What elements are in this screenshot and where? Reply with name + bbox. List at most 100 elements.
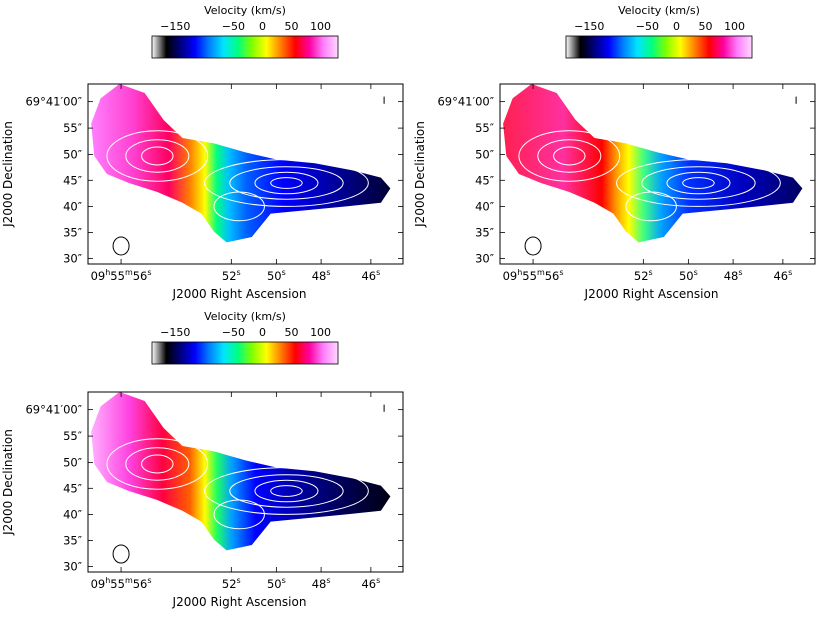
y-tick-label: 45″ <box>63 481 83 495</box>
x-axis-label: J2000 Right Ascension <box>172 595 307 609</box>
colorbar-gradient <box>151 35 339 59</box>
contour-line <box>125 139 190 173</box>
colorbar-tick-label: 100 <box>310 20 331 33</box>
x-axis-label: J2000 Right Ascension <box>584 287 719 301</box>
colorbar-tick-label: 0 <box>259 20 266 33</box>
x-axis: 09h55m56s 52s 50s 48s 46s J2000 Right Ascensi… <box>91 392 380 609</box>
x-tick-label: 09h55m56s <box>503 268 564 283</box>
contour-line <box>125 447 190 481</box>
contour-line <box>625 191 677 222</box>
y-tick-label: 30″ <box>63 560 83 574</box>
colorbar-tick-label: −50 <box>222 20 245 33</box>
y-tick-label: 69°41′00″ <box>437 95 494 109</box>
y-tick-label: 55″ <box>475 121 495 135</box>
y-tick-label: 45″ <box>63 173 83 187</box>
colorbar-tick-label: 50 <box>285 20 299 33</box>
colorbar-tick-label: 50 <box>285 326 299 339</box>
colorbar: Velocity (km/s) −150 −50 0 50 100 <box>151 4 339 59</box>
x-axis: 09h55m56s 52s 50s 48s 46s J2000 Right Ascensi… <box>91 84 380 301</box>
colorbar-title: Velocity (km/s) <box>618 4 700 17</box>
x-tick-label: 50s <box>267 576 286 591</box>
contour-line <box>213 191 265 222</box>
contour-line <box>204 467 369 515</box>
contour-line <box>553 146 586 166</box>
y-axis-label: J2000 Declination <box>1 121 15 228</box>
y-tick-label: 30″ <box>63 252 83 266</box>
contour-line <box>106 438 209 490</box>
colorbar-tick-label: 0 <box>673 20 680 33</box>
contour-line <box>518 130 621 182</box>
y-tick-label: 35″ <box>475 226 495 240</box>
y-tick-label: 50″ <box>475 148 495 162</box>
y-tick-label: 50″ <box>63 456 83 470</box>
colorbar-tick-label: −50 <box>222 326 245 339</box>
colorbar-tick-label: 50 <box>699 20 713 33</box>
y-tick-label: 69°41′00″ <box>25 95 82 109</box>
contour-line <box>229 166 344 200</box>
beam-ellipse <box>112 236 130 256</box>
colorbar: Velocity (km/s) −150 −50 0 50 100 <box>151 310 339 365</box>
panel-2: Velocity (km/s) −150 −50 0 50 100 09h55m56s 52s… <box>413 4 816 301</box>
x-axis: 09h55m56s 52s 50s 48s 46s J2000 Right Ascensi… <box>503 84 792 301</box>
plot-frame <box>87 83 404 265</box>
x-tick-label: 46s <box>361 576 380 591</box>
intensity-contours <box>518 130 781 222</box>
contour-line <box>254 479 319 503</box>
y-tick-label: 50″ <box>63 148 83 162</box>
x-axis-label: J2000 Right Ascension <box>172 287 307 301</box>
colorbar-gradient <box>565 35 753 59</box>
intensity-contours <box>106 438 369 530</box>
y-axis: 69°41′00″ 55″ 50″ 45″ 40″ 35″ 30″ J2000 Declina… <box>1 403 403 574</box>
velocity-map <box>87 83 404 265</box>
colorbar-title: Velocity (km/s) <box>204 310 286 323</box>
x-tick-label: 09h55m56s <box>91 576 152 591</box>
contour-line <box>682 177 715 189</box>
colorbar-tick-label: −50 <box>636 20 659 33</box>
colorbar-title: Velocity (km/s) <box>204 4 286 17</box>
y-axis-label: J2000 Declination <box>413 121 427 228</box>
intensity-contours <box>106 130 369 222</box>
contour-line <box>270 177 303 189</box>
y-tick-label: 69°41′00″ <box>25 403 82 417</box>
beam-ellipse <box>524 236 542 256</box>
colorbar: Velocity (km/s) −150 −50 0 50 100 <box>565 4 753 59</box>
panel-1: Velocity (km/s) −150 −50 0 50 100 09h55m56s 52s… <box>1 4 404 301</box>
x-tick-label: 52s <box>222 268 241 283</box>
contour-line <box>213 499 265 530</box>
y-tick-label: 30″ <box>475 252 495 266</box>
contour-line <box>641 166 756 200</box>
contour-line <box>254 171 319 195</box>
contour-line <box>141 146 174 166</box>
x-tick-label: 52s <box>634 268 653 283</box>
colorbar-tick-label: 0 <box>259 326 266 339</box>
y-tick-label: 40″ <box>475 199 495 213</box>
x-tick-label: 48s <box>724 268 743 283</box>
y-tick-label: 35″ <box>63 226 83 240</box>
plot-frame <box>87 391 404 573</box>
x-tick-label: 50s <box>679 268 698 283</box>
y-tick-label: 45″ <box>475 173 495 187</box>
x-tick-label: 50s <box>267 268 286 283</box>
y-tick-label: 40″ <box>63 199 83 213</box>
velocity-map <box>499 83 816 265</box>
x-tick-label: 09h55m56s <box>91 268 152 283</box>
y-axis: 69°41′00″ 55″ 50″ 45″ 40″ 35″ 30″ J2000 Declina… <box>413 95 815 266</box>
contour-line <box>537 139 602 173</box>
y-axis-label: J2000 Declination <box>1 429 15 536</box>
contour-line <box>666 171 731 195</box>
velocity-map <box>87 391 404 573</box>
contour-line <box>229 474 344 508</box>
contour-line <box>204 159 369 207</box>
plot-frame <box>499 83 816 265</box>
contour-line <box>616 159 781 207</box>
contour-line <box>141 454 174 474</box>
colorbar-tick-label: −150 <box>160 20 190 33</box>
x-tick-label: 52s <box>222 576 241 591</box>
colorbar-tick-label: 100 <box>310 326 331 339</box>
y-tick-label: 35″ <box>63 534 83 548</box>
x-tick-label: 46s <box>361 268 380 283</box>
beam-ellipse <box>112 544 130 564</box>
x-tick-label: 48s <box>312 576 331 591</box>
y-tick-label: 55″ <box>63 121 83 135</box>
y-axis: 69°41′00″ 55″ 50″ 45″ 40″ 35″ 30″ J2000 Declina… <box>1 95 403 266</box>
